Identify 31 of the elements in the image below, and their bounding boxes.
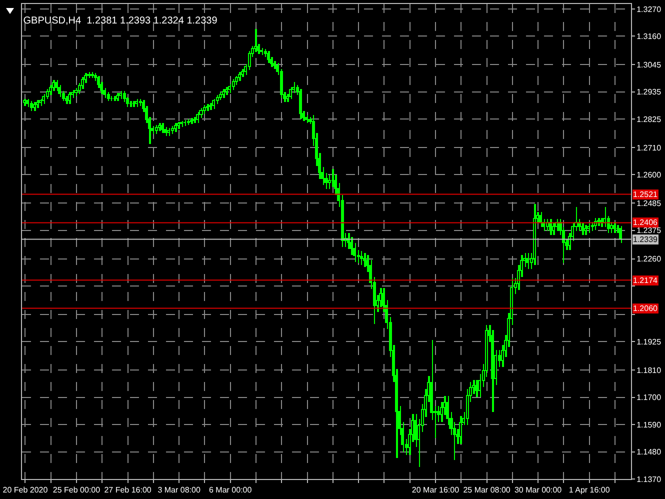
y-tick-label: 1.1590 [636,420,662,430]
ref-line-label: 1.2521 [633,190,658,199]
x-tick-label: 6 Mar 00:00 [208,486,252,495]
y-tick-label: 1.1810 [636,366,662,375]
y-tick-label: 1.2260 [636,254,662,264]
y-tick-label: 1.2825 [636,114,662,124]
x-tick-label: 30 Mar 00:00 [514,486,562,495]
text: GBPUSD,H4 1.2381 1.2393 1.2324 1.2339 [23,15,218,26]
x-tick-label: 20 Mar 16:00 [412,486,460,495]
x-tick-label: 25 Mar 08:00 [463,486,511,495]
y-tick-label: 1.1700 [636,393,662,402]
y-tick-label: 1.1370 [636,474,662,484]
y-tick-label: 1.2485 [636,198,662,208]
y-tick-label: 1.1925 [636,338,662,346]
y-tick-label: 1.2710 [636,143,662,152]
x-tick-label: 25 Feb 00:00 [52,486,101,495]
y-tick-label: 1.1480 [636,448,662,457]
y-tick-label: 1.3160 [636,32,662,41]
ref-line-label: 1.2060 [633,304,658,313]
y-tick-label: 1.2375 [636,226,662,236]
ref-line-label: 1.2339 [633,235,658,244]
x-tick-label: 3 Mar 08:00 [158,486,201,495]
y-tick-label: 1.2600 [636,170,662,180]
y-tick-label: 1.3270 [636,4,662,14]
y-tick-label: 1.2935 [636,88,662,97]
x-tick-label: 20 Feb 2020 [2,486,48,495]
x-tick-label: 1 Apr 16:00 [568,486,610,495]
ref-line-label: 1.2174 [633,276,658,285]
ref-line-label: 1.2406 [633,218,658,227]
x-tick-label: 27 Feb 16:00 [104,486,152,495]
y-tick-label: 1.3045 [636,60,662,70]
